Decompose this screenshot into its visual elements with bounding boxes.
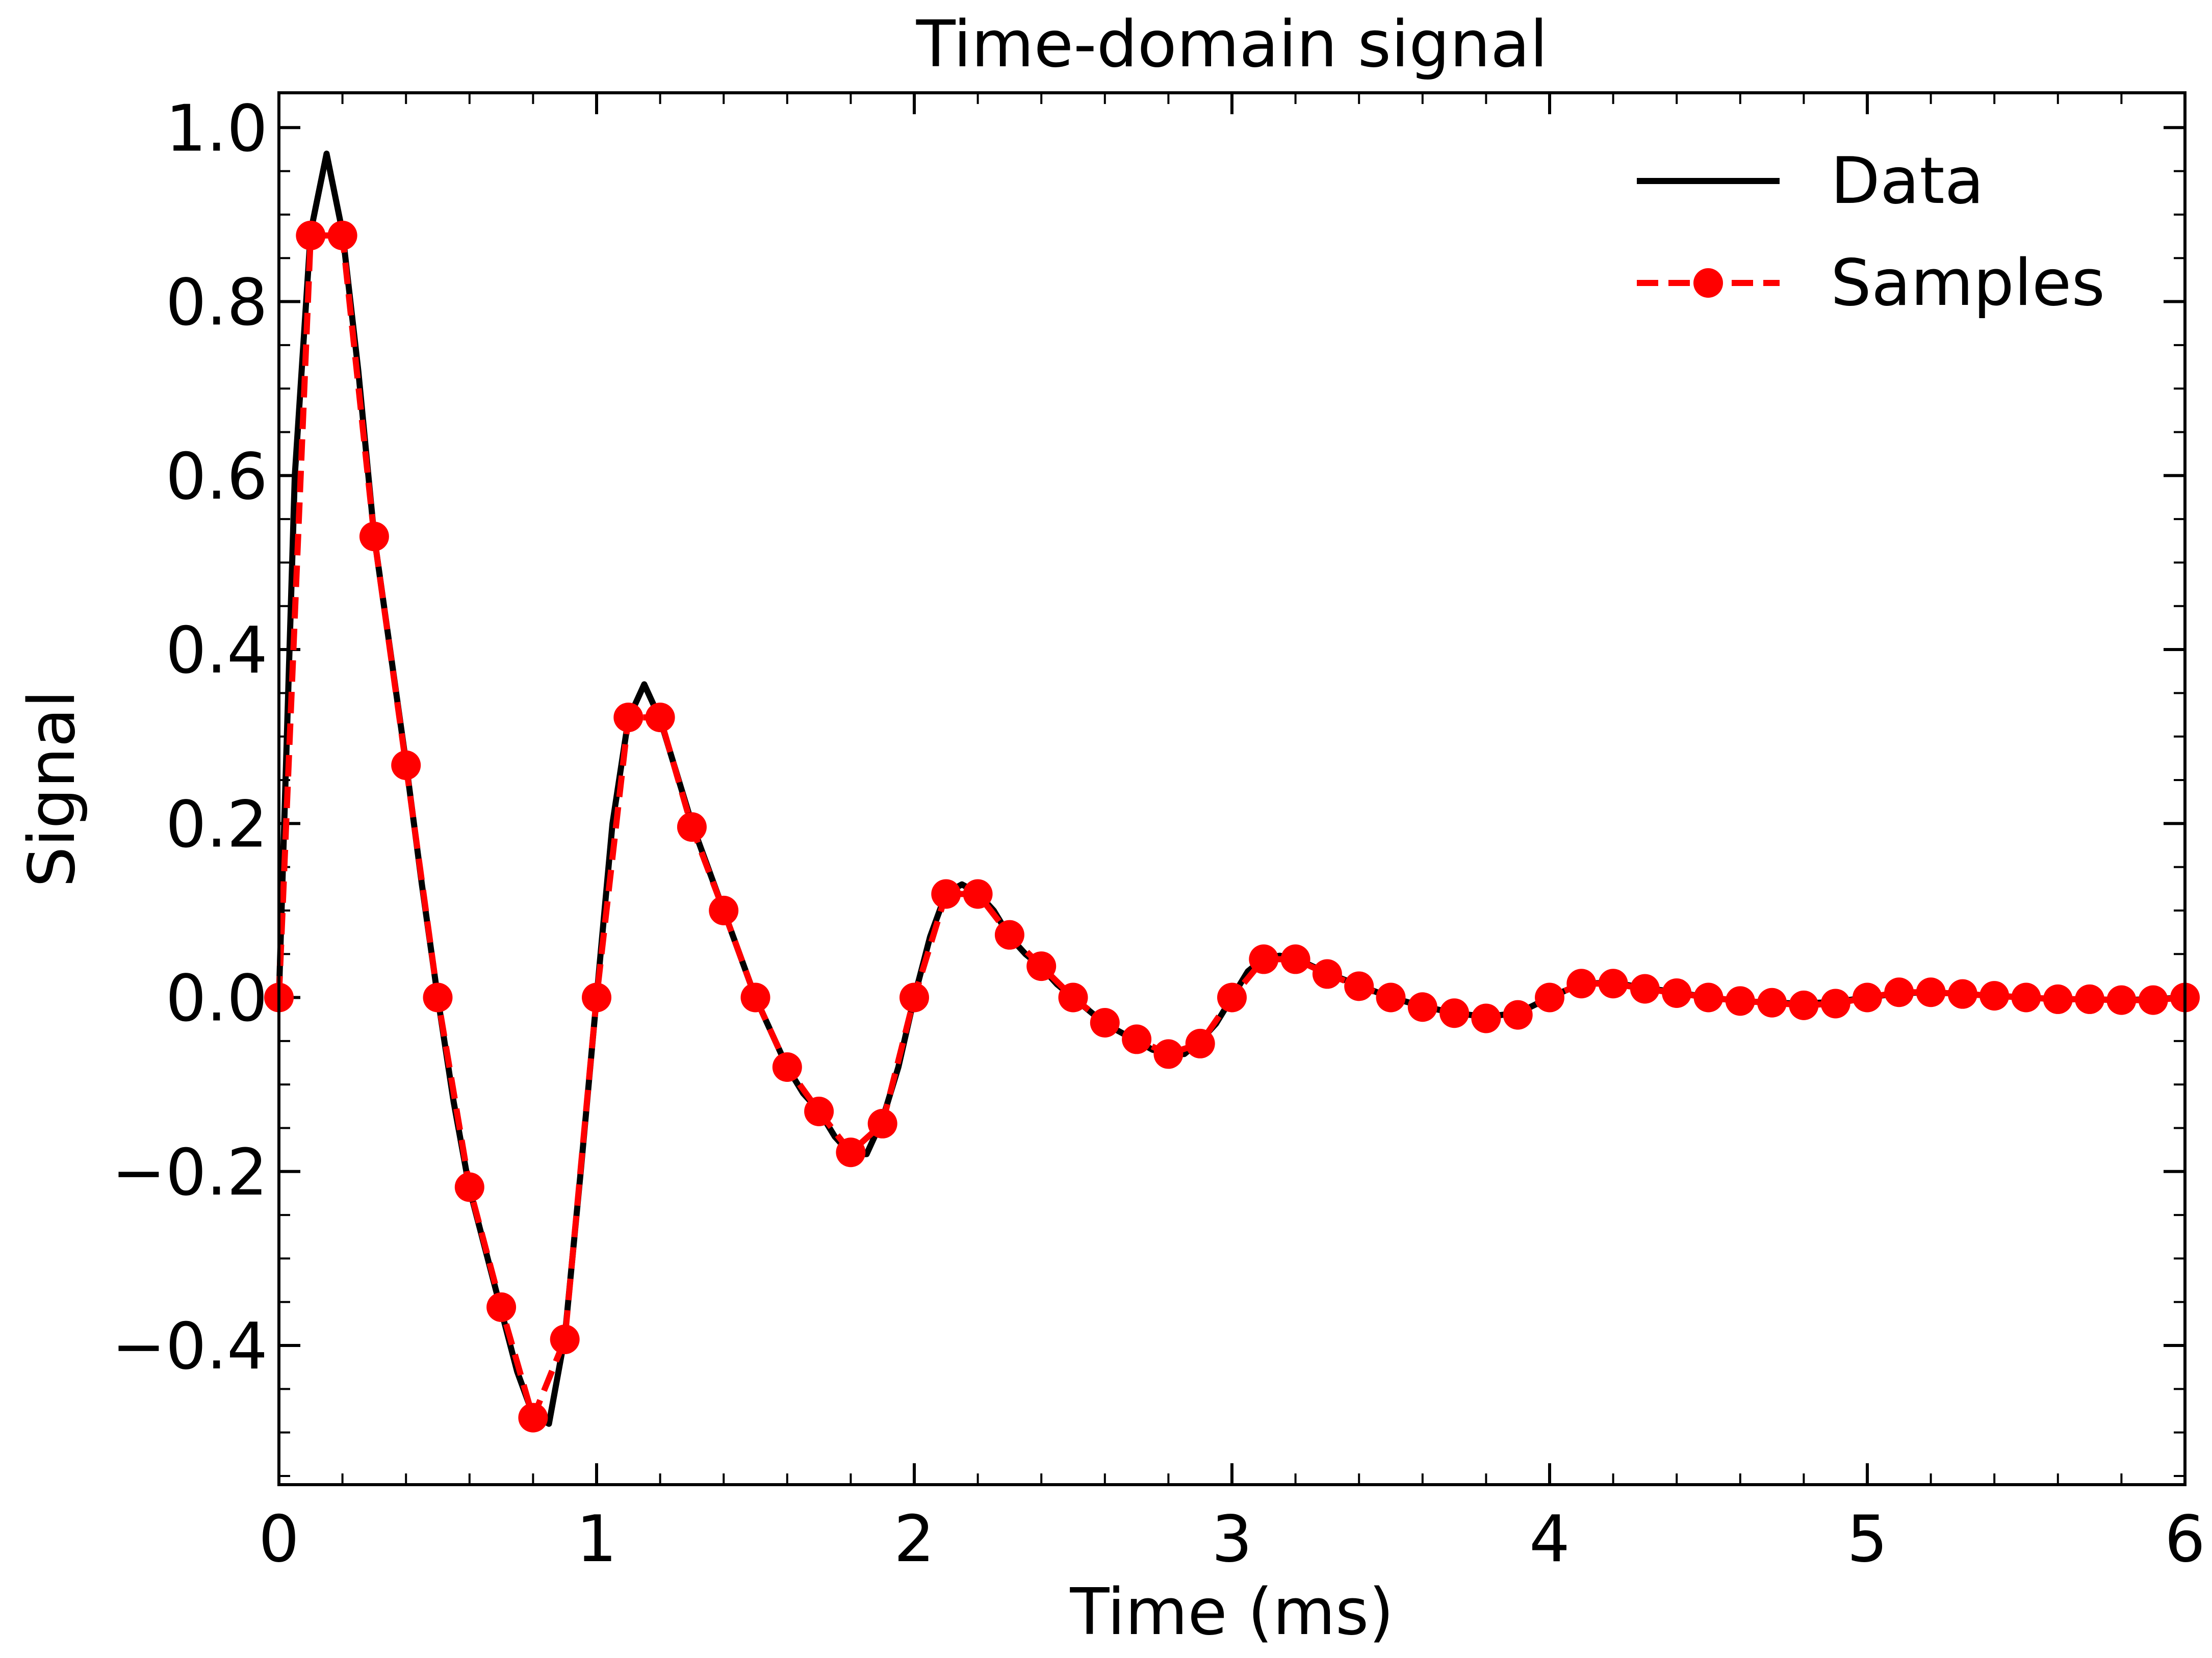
- y-tick-label: 0.0: [166, 961, 268, 1036]
- sample-point: [1757, 988, 1787, 1018]
- sample-point: [1058, 982, 1088, 1013]
- y-axis-label: Signal: [14, 690, 89, 887]
- sample-point: [454, 1172, 484, 1202]
- sample-point: [423, 982, 453, 1013]
- sample-point: [1185, 1028, 1215, 1058]
- sample-point: [391, 750, 421, 780]
- sample-point: [963, 879, 993, 909]
- x-tick-label: 1: [576, 1501, 617, 1576]
- sample-point: [1026, 951, 1057, 981]
- y-tick-label: 0.4: [166, 613, 268, 688]
- sample-point: [1217, 982, 1247, 1013]
- sample-point: [740, 982, 770, 1013]
- sample-point: [994, 920, 1024, 950]
- sample-point: [709, 895, 739, 925]
- sample-point: [677, 812, 707, 842]
- sample-point: [327, 220, 357, 250]
- sample-point: [1566, 969, 1597, 999]
- sample-point: [772, 1052, 802, 1082]
- sample-point: [1884, 977, 1914, 1007]
- sample-point: [2043, 984, 2073, 1014]
- y-tick-label: 1.0: [166, 91, 268, 166]
- x-tick-label: 6: [2165, 1501, 2205, 1576]
- x-tick-label: 0: [259, 1501, 299, 1576]
- chart-title: Time-domain signal: [916, 7, 1548, 82]
- sample-point: [1725, 986, 1755, 1016]
- sample-point: [1249, 944, 1279, 974]
- y-tick-label: −0.2: [112, 1135, 268, 1210]
- x-tick-label: 2: [894, 1501, 935, 1576]
- x-tick-label: 5: [1847, 1501, 1888, 1576]
- sample-point: [1407, 992, 1437, 1022]
- sample-point: [550, 1325, 580, 1355]
- sample-point: [1979, 981, 2010, 1011]
- sample-point: [2106, 985, 2137, 1015]
- y-tick-label: 0.6: [166, 439, 268, 514]
- y-tick-label: 0.2: [166, 787, 268, 862]
- plot-frame: [277, 91, 2187, 1486]
- y-tick-label: −0.4: [112, 1309, 268, 1384]
- sample-point: [1693, 982, 1724, 1013]
- y-tick-label: 0.8: [166, 265, 268, 340]
- samples-series-line: [276, 232, 2185, 1421]
- tick-labels: 0 1 2 3 4 5 6 −0.4 −0.2 0.0 0.2 0.4 0.6 0.8 1.0: [112, 91, 2205, 1576]
- sample-point: [931, 879, 961, 909]
- data-series-line: [276, 150, 2188, 1427]
- x-tick-label: 4: [1529, 1501, 1570, 1576]
- series-layer: [264, 150, 2200, 1433]
- sample-point: [1853, 982, 1882, 1013]
- sample-point: [582, 982, 611, 1013]
- x-tick-label: 3: [1212, 1501, 1252, 1576]
- sample-point: [2011, 982, 2041, 1013]
- sample-point: [1153, 1039, 1184, 1069]
- legend-samples-marker: [1693, 268, 1723, 298]
- legend: Data Samples: [1637, 143, 2105, 320]
- sample-point: [1312, 959, 1342, 989]
- sample-point: [867, 1108, 897, 1138]
- sample-point: [1789, 990, 1819, 1020]
- sample-point: [899, 982, 929, 1013]
- sample-point: [645, 703, 675, 733]
- sample-point: [1598, 969, 1628, 999]
- sample-point: [1916, 977, 1946, 1007]
- sample-point: [1439, 998, 1470, 1028]
- sample-point: [1471, 1003, 1501, 1033]
- legend-samples-label: Samples: [1831, 245, 2105, 320]
- sample-point: [486, 1292, 517, 1322]
- sample-point: [613, 703, 644, 733]
- sample-point: [1535, 982, 1564, 1013]
- sample-point: [804, 1097, 834, 1127]
- sample-point: [1376, 982, 1406, 1013]
- sample-point: [2075, 984, 2105, 1014]
- sample-point: [1630, 974, 1660, 1004]
- sample-point: [1503, 1000, 1533, 1030]
- sample-point: [1122, 1024, 1152, 1054]
- sample-point: [1947, 979, 1977, 1009]
- sample-point: [359, 522, 389, 552]
- sample-point: [836, 1137, 866, 1168]
- legend-data-label: Data: [1831, 143, 1984, 218]
- sample-point: [1090, 1007, 1120, 1038]
- sample-point: [1280, 944, 1310, 974]
- sample-point: [1344, 971, 1374, 1001]
- sample-point: [2138, 985, 2168, 1015]
- sample-point: [1662, 978, 1692, 1008]
- sample-point: [296, 220, 326, 250]
- sample-point: [518, 1403, 548, 1433]
- x-axis-label: Time (ms): [1069, 1574, 1394, 1649]
- sample-point: [1820, 989, 1850, 1019]
